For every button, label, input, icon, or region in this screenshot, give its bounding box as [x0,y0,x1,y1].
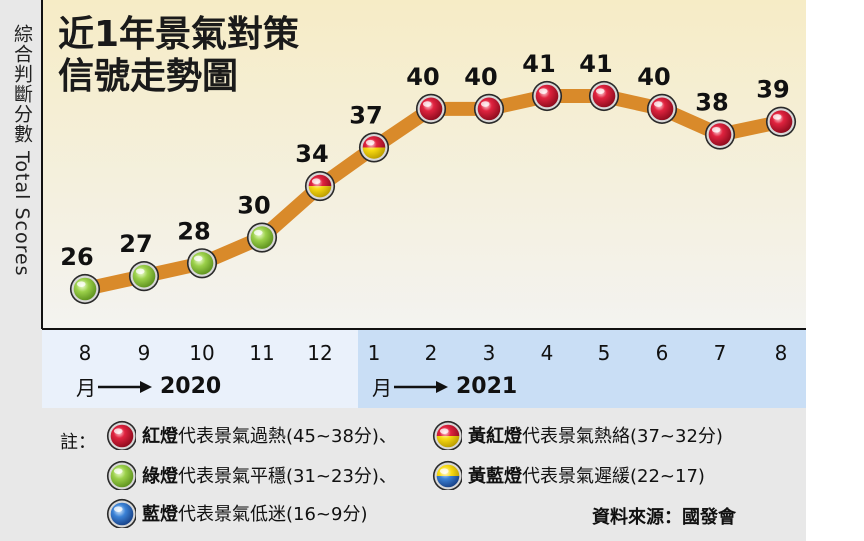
legend-item-name: 紅燈 [142,426,178,447]
data-point [304,170,336,202]
legend-item-yellow-blue: 黃藍燈 代表景氣遲緩(22~17) [432,460,705,490]
year-2020-prefix: 月 [76,376,96,400]
x-tick-label: 2 [424,341,438,365]
chart-title-line1: 近1年景氣對策 [58,14,300,55]
yellow-blue-signal-icon [432,460,462,490]
data-label: 27 [119,230,152,258]
legend-item-desc: 代表景氣低迷(16~9分) [178,504,368,525]
x-tick-label: 8 [78,341,92,365]
data-point [69,273,101,305]
legend-item-desc: 代表景氣熱絡(37~32分) [522,426,723,447]
data-point [415,93,447,124]
legend-swatch [106,460,136,490]
x-tick-label: 8 [774,341,788,365]
data-label: 41 [522,50,555,78]
band-2021 [358,329,806,408]
data-point [704,119,736,150]
year-2020: 2020 [160,374,222,399]
data-label: 26 [60,243,93,271]
x-tick-label: 5 [597,341,611,365]
data-point [646,93,678,124]
legend-item-blue: 藍燈 代表景氣低迷(16~9分) [106,498,367,528]
data-label: 40 [406,63,439,91]
data-label: 28 [177,217,210,245]
data-point [588,80,620,112]
data-point [128,261,160,292]
data-point [765,106,797,137]
legend-swatch [432,460,462,490]
data-label: 41 [579,50,612,78]
year-2021: 2021 [456,374,518,399]
legend-item-yellow-red: 黃紅燈 代表景氣熱絡(37~32分) [432,420,723,450]
year-label-2020: 月 2020 [76,372,221,401]
legend-swatch [106,420,136,450]
legend-item-red: 紅燈 代表景氣過熱(45~38分)、 [106,420,397,450]
data-label: 38 [695,89,728,117]
legend-item-green: 綠燈 代表景氣平穩(31~23分)、 [106,460,397,490]
blue-signal-icon [106,498,136,528]
green-signal-icon [106,460,136,490]
year-2021-prefix: 月 [372,376,392,400]
legend-item-desc: 代表景氣平穩(31~23分)、 [178,466,397,487]
year-label-2021: 月 2021 [372,372,517,401]
x-tick-label: 11 [249,341,275,365]
legend-item-name: 藍燈 [142,504,178,525]
source-note: 資料來源：國發會 [592,507,736,528]
x-tick-label: 4 [540,341,554,365]
x-tick-label: 10 [189,341,215,365]
data-label: 39 [756,76,789,104]
legend-item-name: 黃紅燈 [468,426,522,447]
data-point [186,248,218,279]
legend-swatch [106,498,136,528]
chart-title: 近1年景氣對策 信號走勢圖 [58,14,299,98]
data-point [246,222,278,253]
arrow-right-icon [98,380,152,393]
legend-swatch [432,420,462,450]
x-tick-label: 7 [713,341,727,365]
data-label: 37 [349,101,382,129]
data-label: 30 [237,192,270,220]
data-label: 40 [637,63,670,91]
data-label: 40 [464,63,497,91]
x-tick-label: 9 [137,341,151,365]
red-signal-icon [106,420,136,450]
x-tick-label: 12 [307,341,333,365]
yellow-red-signal-icon [432,420,462,450]
data-point [358,132,390,163]
data-label: 34 [295,140,328,168]
arrow-right-icon [394,380,448,393]
band-2020 [42,329,358,408]
legend-item-name: 黃藍燈 [468,466,522,487]
x-tick-label: 6 [655,341,669,365]
y-axis-label: 綜合判斷分數 Total Scores [11,24,33,277]
x-tick-label: 1 [367,341,381,365]
chart-title-line2: 信號走勢圖 [58,56,239,97]
legend-note-label: 註： [60,432,96,453]
legend-item-desc: 代表景氣遲緩(22~17) [522,466,705,487]
legend-item-name: 綠燈 [142,466,178,487]
x-tick-label: 3 [482,341,496,365]
series-layer: 26 27 28 30 34 37 40 40 41 41 40 38 39 [60,50,797,305]
data-point [473,93,505,124]
legend-item-desc: 代表景氣過熱(45~38分)、 [178,426,397,447]
data-point [531,80,563,112]
